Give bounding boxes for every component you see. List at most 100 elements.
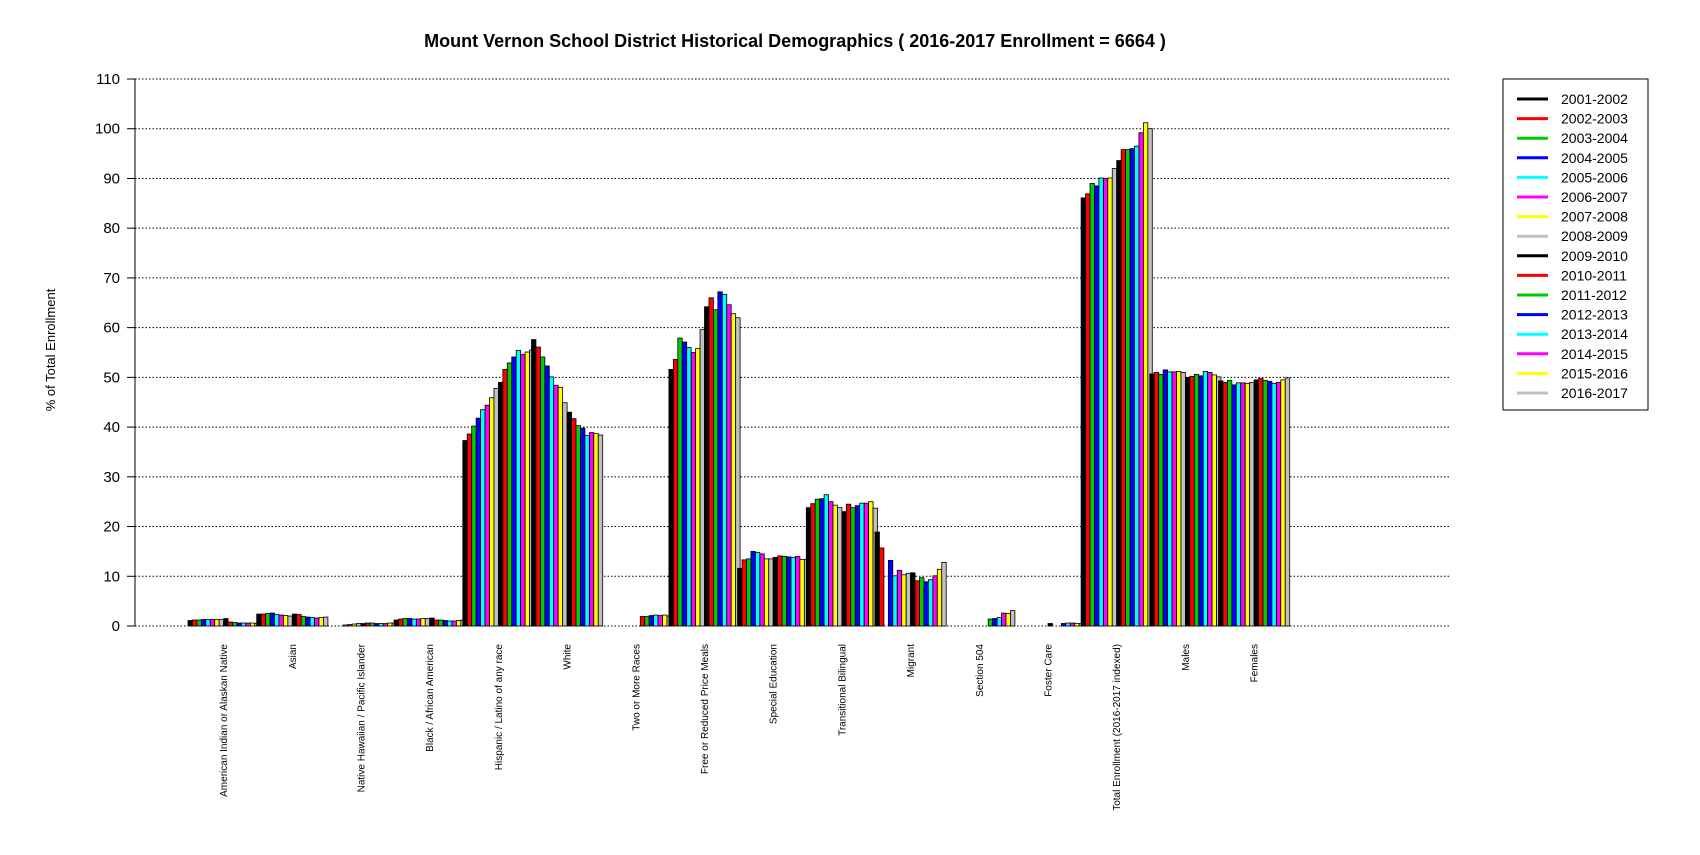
bar xyxy=(850,507,856,627)
bar xyxy=(407,618,413,627)
bar xyxy=(256,613,262,627)
x-tick-label: Migrant xyxy=(906,644,917,678)
bar xyxy=(531,339,537,627)
bar xyxy=(837,507,843,627)
y-axis-label: % of Total Enrollment xyxy=(43,288,58,411)
bar xyxy=(992,618,998,627)
bar xyxy=(919,577,925,627)
bar xyxy=(223,618,229,627)
y-tick-label: 20 xyxy=(103,519,120,536)
bar xyxy=(828,501,834,627)
bar xyxy=(1143,122,1149,627)
bar xyxy=(746,558,752,627)
bar xyxy=(1125,149,1131,627)
bar xyxy=(1120,149,1127,627)
bar xyxy=(455,620,462,627)
bar xyxy=(914,580,920,627)
bar xyxy=(451,620,457,627)
x-tick-label: American Indian or Alaskan Native xyxy=(219,644,230,797)
bar xyxy=(941,561,947,627)
bar xyxy=(777,555,783,627)
bar xyxy=(1074,623,1080,627)
y-tick-label: 60 xyxy=(103,320,120,337)
bar xyxy=(896,569,903,627)
bar xyxy=(447,620,453,627)
y-tick-label: 90 xyxy=(103,170,120,187)
bar xyxy=(708,297,714,627)
bar xyxy=(515,350,522,627)
legend-label: 2003-2004 xyxy=(1561,130,1628,146)
bar xyxy=(1284,377,1291,627)
bar xyxy=(1060,623,1067,627)
legend-label: 2007-2008 xyxy=(1561,209,1628,225)
bar xyxy=(1065,622,1071,627)
bar xyxy=(845,503,852,627)
bar xyxy=(1085,193,1091,627)
bar xyxy=(704,306,710,627)
bar xyxy=(657,615,663,627)
bar xyxy=(1244,382,1251,627)
bar xyxy=(1047,623,1053,627)
bar xyxy=(484,404,490,627)
legend-label: 2015-2016 xyxy=(1561,365,1628,381)
bar xyxy=(232,622,238,627)
bar xyxy=(1111,168,1118,627)
bar xyxy=(1180,371,1186,627)
bar xyxy=(347,624,353,627)
bar xyxy=(1240,382,1246,627)
bar xyxy=(1149,373,1155,627)
bar xyxy=(200,619,207,627)
bar xyxy=(879,547,885,627)
bar xyxy=(1202,370,1209,627)
bar xyxy=(772,556,779,627)
bar xyxy=(1094,185,1100,627)
bar xyxy=(584,435,590,627)
bar xyxy=(832,504,838,627)
bar xyxy=(1258,377,1264,627)
bar xyxy=(249,622,256,627)
bar xyxy=(438,619,444,627)
x-tick-label: Hispanic / Latino of any race xyxy=(494,644,505,771)
bar xyxy=(318,617,324,627)
bar xyxy=(686,347,692,627)
bar xyxy=(721,293,728,627)
bar xyxy=(662,614,668,627)
x-tick-label: Special Education xyxy=(769,644,780,724)
bar xyxy=(245,622,251,627)
bar xyxy=(360,623,366,627)
y-tick-label: 100 xyxy=(95,121,120,138)
bar xyxy=(218,619,224,627)
legend-label: 2001-2002 xyxy=(1561,91,1628,107)
bar xyxy=(737,567,743,627)
bar xyxy=(1010,610,1016,627)
bar xyxy=(402,618,408,627)
bar xyxy=(278,614,284,627)
bar xyxy=(1271,382,1277,627)
bar xyxy=(996,617,1002,627)
x-tick-labels: American Indian or Alaskan Native Asian Na… xyxy=(219,643,1260,811)
bar xyxy=(351,623,357,627)
x-tick-label: Section 504 xyxy=(975,644,986,697)
bar xyxy=(369,622,375,627)
bar xyxy=(741,559,747,627)
bar xyxy=(923,581,929,627)
bar xyxy=(597,434,604,627)
legend-label: 2009-2010 xyxy=(1561,248,1628,264)
x-tick-label: Total Enrollment (2016-2017 indexed) xyxy=(1112,644,1123,811)
legend-label: 2006-2007 xyxy=(1561,189,1628,205)
bar xyxy=(672,359,679,627)
legend: 2001-2002 2002-2003 2003-2004 2004-2005 2005… xyxy=(1502,78,1649,411)
x-tick-label: White xyxy=(563,644,574,670)
bar xyxy=(562,402,568,627)
bar xyxy=(681,341,688,627)
bar xyxy=(874,531,880,627)
bar xyxy=(1167,371,1173,627)
bar xyxy=(717,291,723,627)
bar xyxy=(1153,371,1160,627)
bar xyxy=(768,558,774,627)
bar xyxy=(575,425,581,627)
bar xyxy=(462,440,468,627)
bar xyxy=(214,619,220,627)
bar xyxy=(1102,178,1109,627)
bar xyxy=(511,356,517,627)
